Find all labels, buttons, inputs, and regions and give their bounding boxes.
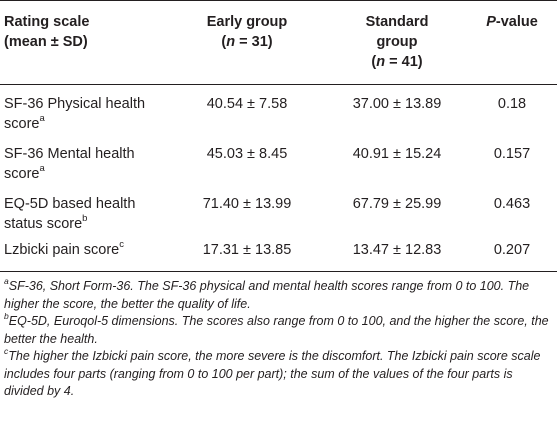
header-standard-group-line2: group — [376, 34, 418, 50]
footnote-marker: c — [119, 239, 124, 251]
row-p-value: 0.18 — [497, 96, 527, 112]
footnote-a: aSF-36, Short Form-36. The SF-36 physica… — [4, 275, 530, 311]
header-standard-group: Standard group (n = 41) — [322, 12, 472, 72]
header-rating-scale-line2: (mean ± SD) — [4, 34, 88, 50]
row-p-value: 0.157 — [493, 146, 531, 162]
header-early-group-n: (n = 31) — [221, 34, 273, 50]
footnote-marker: a — [39, 113, 45, 125]
header-rule — [0, 84, 557, 85]
row-standard-value: 37.00 ± 13.89 — [352, 96, 442, 112]
header-standard-group-line1: Standard — [365, 14, 429, 30]
row-standard-value: 13.47 ± 12.83 — [352, 242, 442, 258]
row-label: SF-36 Mental health scorea — [4, 146, 135, 182]
header-early-group-line1: Early group — [206, 14, 288, 30]
footnote-b: bEQ-5D, Euroqol-5 dimensions. The scores… — [4, 310, 549, 346]
row-standard-value: 67.79 ± 25.99 — [352, 196, 442, 212]
row-early-value: 40.54 ± 7.58 — [206, 96, 288, 112]
row-standard-value: 40.91 ± 15.24 — [352, 146, 442, 162]
footnote-c: cThe higher the Izbicki pain score, the … — [4, 345, 541, 398]
row-label: SF-36 Physical health scorea — [4, 96, 146, 132]
top-rule — [0, 0, 557, 1]
footnotes: aSF-36, Short Form-36. The SF-36 physica… — [4, 275, 554, 401]
header-standard-group-n: (n = 41) — [371, 54, 423, 70]
row-early-value: 45.03 ± 8.45 — [206, 146, 288, 162]
row-p-value: 0.207 — [493, 242, 531, 258]
footnote-marker: b — [82, 213, 88, 225]
row-label: EQ-5D based health status scoreb — [4, 196, 136, 232]
row-p-value: 0.463 — [493, 196, 531, 212]
header-p-value: P-value — [486, 14, 538, 30]
header-rating-scale: Rating scale (mean ± SD) — [4, 12, 174, 52]
row-early-value: 71.40 ± 13.99 — [202, 196, 292, 212]
footnote-marker: a — [39, 163, 45, 175]
row-label: Lzbicki pain scorec — [4, 239, 124, 258]
header-early-group: Early group (n = 31) — [172, 12, 322, 52]
bottom-rule — [0, 271, 557, 272]
header-rating-scale-line1: Rating scale — [4, 14, 90, 30]
row-early-value: 17.31 ± 13.85 — [202, 242, 292, 258]
